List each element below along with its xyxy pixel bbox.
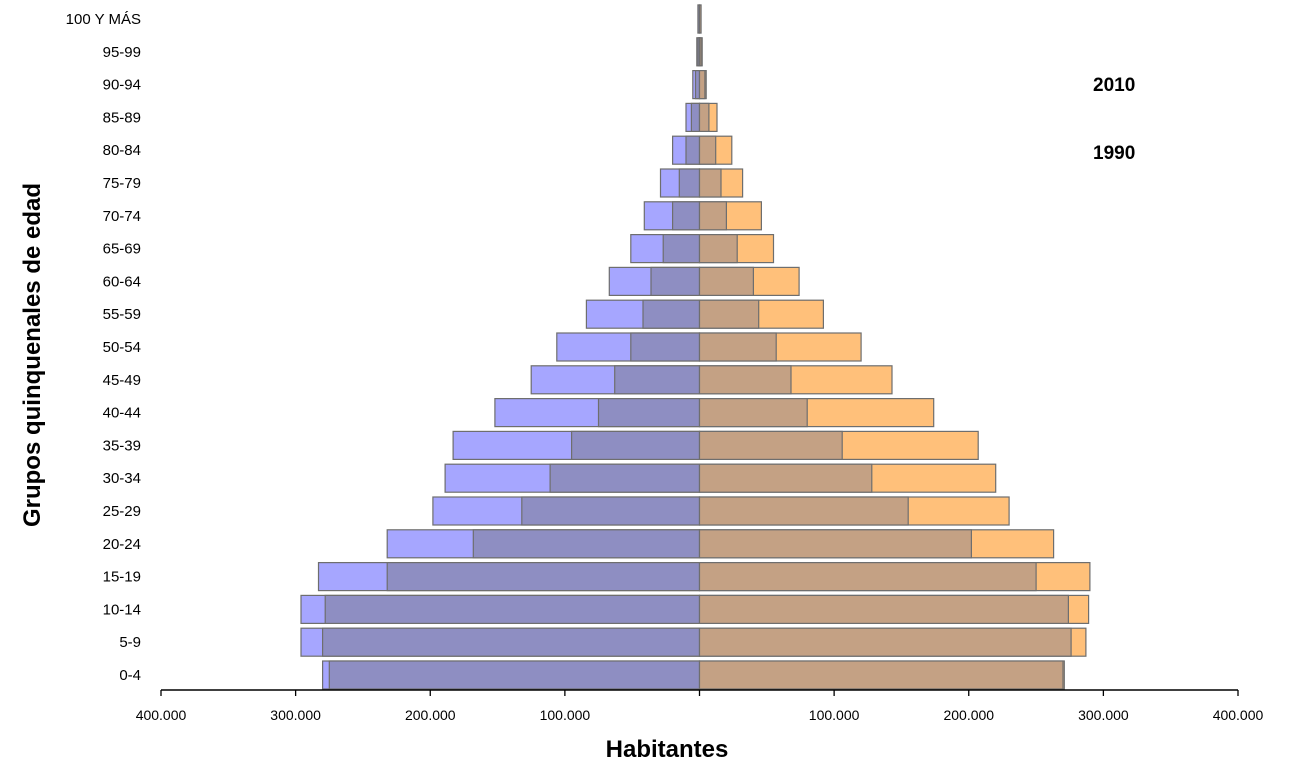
- bar-1990-left-40-44: [597, 398, 701, 428]
- bar-1990-left-65-69: [662, 234, 701, 264]
- y-tick-labels: 0-4 5-9 10-14 15-19 20-24 25-29 30-34 35-39 40-4…: [66, 11, 141, 684]
- bar-1990-right-20-24: [698, 529, 972, 559]
- x-ticks: 400.000 300.000 200.000 100.000 100.000 200.0…: [136, 690, 1264, 723]
- bar-1990-right-25-29: [698, 496, 909, 526]
- y-tick-label: 25-29: [103, 503, 141, 520]
- bar-1990-right-45-49: [698, 365, 792, 395]
- y-tick-label: 70-74: [103, 208, 141, 225]
- x-tick-label: 300.000: [270, 707, 321, 723]
- bars-1990-right: [698, 4, 1072, 690]
- y-tick-label: 95-99: [103, 44, 141, 61]
- bar-1990-left-10-14: [324, 594, 701, 625]
- y-tick-label: 20-24: [103, 536, 141, 553]
- bar-1990-right-100-y-más: [698, 4, 702, 34]
- y-tick-label: 15-19: [103, 569, 141, 586]
- bar-1990-left-75-79: [678, 168, 701, 198]
- y-tick-label: 0-4: [119, 667, 141, 684]
- y-tick-label: 30-34: [103, 470, 141, 487]
- bar-1990-right-15-19: [698, 561, 1037, 592]
- bar-1990-left-85-89: [690, 102, 701, 133]
- bar-1990-right-65-69: [698, 234, 738, 264]
- x-tick-label: 100.000: [540, 707, 591, 723]
- bar-1990-left-25-29: [521, 496, 701, 526]
- y-tick-label: 50-54: [103, 339, 141, 356]
- bar-1990-right-40-44: [698, 398, 808, 428]
- bar-1990-left-0-4: [328, 660, 701, 690]
- bar-1990-left-5-9: [322, 627, 701, 657]
- bar-1990-left-20-24: [472, 529, 701, 559]
- x-tick-label: 100.000: [809, 707, 860, 723]
- y-tick-label: 75-79: [103, 175, 141, 192]
- y-tick-label: 85-89: [103, 109, 141, 126]
- bar-1990-left-30-34: [549, 463, 701, 493]
- bar-1990-left-50-54: [630, 332, 701, 362]
- x-tick-label: 200.000: [943, 707, 994, 723]
- bar-1990-right-85-89: [698, 102, 710, 133]
- x-tick-label: 300.000: [1078, 707, 1129, 723]
- y-axis-title: Grupos quinquenales de edad: [19, 183, 46, 527]
- x-tick-label: 400.000: [136, 707, 187, 723]
- x-tick-label: 400.000: [1213, 707, 1264, 723]
- bars-1990-left: [322, 4, 701, 690]
- bar-1990-left-45-49: [614, 365, 701, 395]
- legend-label-2010: 2010: [1093, 75, 1135, 96]
- bar-1990-right-50-54: [698, 332, 777, 362]
- y-tick-label: 90-94: [103, 77, 141, 94]
- bar-1990-left-80-84: [685, 135, 701, 165]
- bar-1990-right-70-74: [698, 201, 727, 231]
- bar-1990-right-90-94: [698, 69, 706, 100]
- y-tick-label: 80-84: [103, 142, 141, 159]
- y-tick-label: 10-14: [103, 601, 141, 618]
- y-tick-label: 35-39: [103, 437, 141, 454]
- bar-1990-left-60-64: [650, 266, 701, 296]
- bar-1990-left-35-39: [570, 430, 701, 460]
- bar-1990-right-75-79: [698, 168, 722, 198]
- bar-1990-right-30-34: [698, 463, 873, 493]
- y-tick-label: 5-9: [119, 634, 141, 651]
- bar-1990-right-5-9: [698, 627, 1072, 657]
- bar-1990-left-15-19: [386, 561, 701, 592]
- x-axis-title: Habitantes: [606, 736, 729, 763]
- bar-1990-right-35-39: [698, 430, 843, 460]
- y-tick-label: 100 Y MÁS: [66, 11, 141, 28]
- legend-label-1990: 1990: [1093, 143, 1135, 164]
- bar-1990-right-95-99: [698, 37, 702, 67]
- y-tick-label: 65-69: [103, 241, 141, 258]
- bar-1990-left-55-59: [642, 299, 701, 329]
- bar-1990-left-70-74: [671, 201, 701, 231]
- bar-1990-right-0-4: [698, 660, 1064, 690]
- y-tick-label: 60-64: [103, 273, 141, 290]
- bar-1990-right-80-84: [698, 135, 717, 165]
- bar-1990-right-55-59: [698, 299, 760, 329]
- bar-1990-right-10-14: [698, 594, 1069, 625]
- bar-1990-right-60-64: [698, 266, 755, 296]
- y-tick-label: 40-44: [103, 405, 141, 422]
- y-tick-label: 45-49: [103, 372, 141, 389]
- y-tick-label: 55-59: [103, 306, 141, 323]
- x-tick-label: 200.000: [405, 707, 456, 723]
